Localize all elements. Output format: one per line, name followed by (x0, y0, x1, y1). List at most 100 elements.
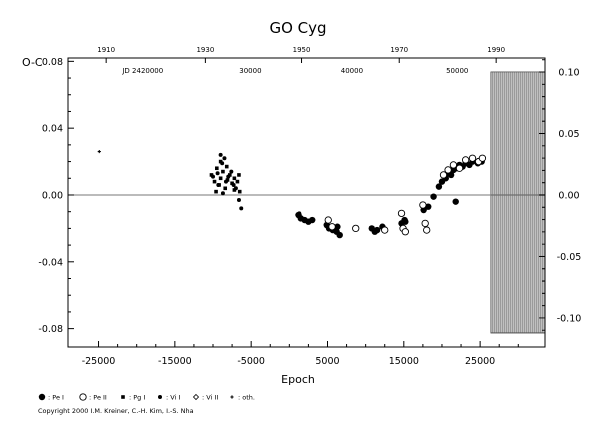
jd-tick-label: 30000 (239, 67, 261, 75)
data-point (455, 164, 464, 172)
data-point (215, 171, 220, 176)
data-point (328, 223, 336, 231)
legend-marker (192, 393, 200, 401)
legend-marker (121, 395, 125, 399)
data-point (373, 226, 381, 234)
data-point (232, 188, 237, 192)
data-point (419, 201, 427, 209)
data-point (218, 159, 223, 164)
data-point (401, 228, 409, 236)
y-tick-label-left: 0.04 (42, 124, 63, 135)
data-point (468, 154, 477, 162)
data-point (447, 171, 455, 179)
data-point (232, 176, 237, 181)
y-tick-label-right: 0.10 (558, 68, 579, 79)
y-axis-label: O-C (22, 56, 43, 69)
data-point (211, 174, 216, 179)
data-point (381, 226, 389, 234)
data-point (309, 216, 316, 224)
data-point (334, 223, 341, 230)
y-tick-label-right: 0.05 (558, 129, 579, 140)
year-tick-label: 1950 (293, 46, 311, 54)
jd-tick-label: JD 2420000 (121, 67, 163, 75)
data-point (402, 218, 409, 225)
y-tick-label-left: 0.00 (42, 190, 63, 201)
y-tick-label-right: 0.00 (558, 190, 579, 201)
data-point (452, 198, 459, 205)
x-axis-label: Epoch (281, 373, 315, 386)
x-tick-label: -5000 (237, 356, 265, 367)
data-point (237, 173, 241, 177)
y-tick-label-left: 0.08 (42, 57, 63, 68)
legend-marker (158, 395, 162, 399)
data-point (226, 174, 231, 179)
hatched-region-fill (490, 71, 546, 334)
legend-label: : Pe II (89, 394, 107, 402)
hatched-region (490, 71, 546, 334)
data-point (229, 169, 234, 174)
data-point (236, 197, 241, 202)
legend: : Pe I : Pe II : Pg I : Vi I : Vi II : oth. (38, 393, 255, 402)
legend-marker (38, 393, 46, 401)
data-point (423, 226, 431, 234)
data-point (233, 186, 238, 191)
legend-marker (230, 395, 234, 399)
data-point (214, 189, 218, 194)
data-point (421, 219, 429, 228)
data-point (224, 164, 229, 169)
y-tick-label-right: -0.05 (557, 252, 582, 263)
legend-label: : Pe I (48, 394, 64, 402)
x-tick-label: -15000 (158, 356, 192, 367)
data-point (352, 224, 360, 233)
y-tick-label-right: -0.10 (557, 313, 582, 324)
data-point (220, 191, 225, 196)
data-point (97, 149, 101, 154)
data-point (209, 173, 214, 177)
data-point (221, 169, 225, 174)
x-tick-label: -25000 (82, 356, 116, 367)
y-tick-label-left: -0.08 (38, 324, 63, 335)
legend-label: : Pg I (129, 394, 145, 402)
jd-tick-label: 40000 (341, 67, 363, 75)
legend-label: : Vi II (202, 394, 218, 402)
year-tick-label: 1970 (390, 46, 408, 54)
data-point (218, 152, 223, 157)
data-point (297, 211, 302, 216)
legend-marker (79, 393, 87, 401)
data-point (461, 156, 470, 164)
data-point (425, 203, 432, 210)
copyright-text: Copyright 2000 I.M. Kreiner, C.-H. Kim, … (38, 407, 194, 415)
plot-frame (67, 57, 546, 348)
data-point (439, 171, 448, 179)
data-point (212, 179, 217, 184)
data-point (444, 166, 452, 174)
data-point (235, 179, 240, 184)
data-point (222, 156, 227, 161)
data-point (435, 183, 443, 190)
y-tick-label-left: -0.04 (38, 257, 63, 268)
data-point (397, 209, 406, 218)
year-tick-label: 1910 (97, 46, 115, 54)
data-point (218, 176, 223, 181)
data-point (223, 179, 228, 184)
data-point (223, 186, 228, 191)
x-tick-label: 15000 (389, 356, 419, 367)
data-point (225, 178, 230, 182)
data-point (227, 173, 232, 177)
data-point (237, 189, 242, 194)
data-points (97, 149, 487, 239)
x-tick-label: 25000 (465, 356, 495, 367)
data-point (449, 161, 458, 169)
legend-label: : oth. (238, 394, 255, 402)
data-point (215, 166, 219, 171)
data-point (478, 154, 487, 162)
legend-label: : Vi I (166, 394, 180, 402)
data-point (231, 182, 236, 187)
data-point (239, 206, 244, 211)
x-tick-label: 5000 (315, 356, 339, 367)
data-point (216, 182, 221, 187)
data-point (324, 216, 332, 224)
chart-title: GO Cyg (269, 19, 326, 37)
data-point (230, 181, 234, 186)
